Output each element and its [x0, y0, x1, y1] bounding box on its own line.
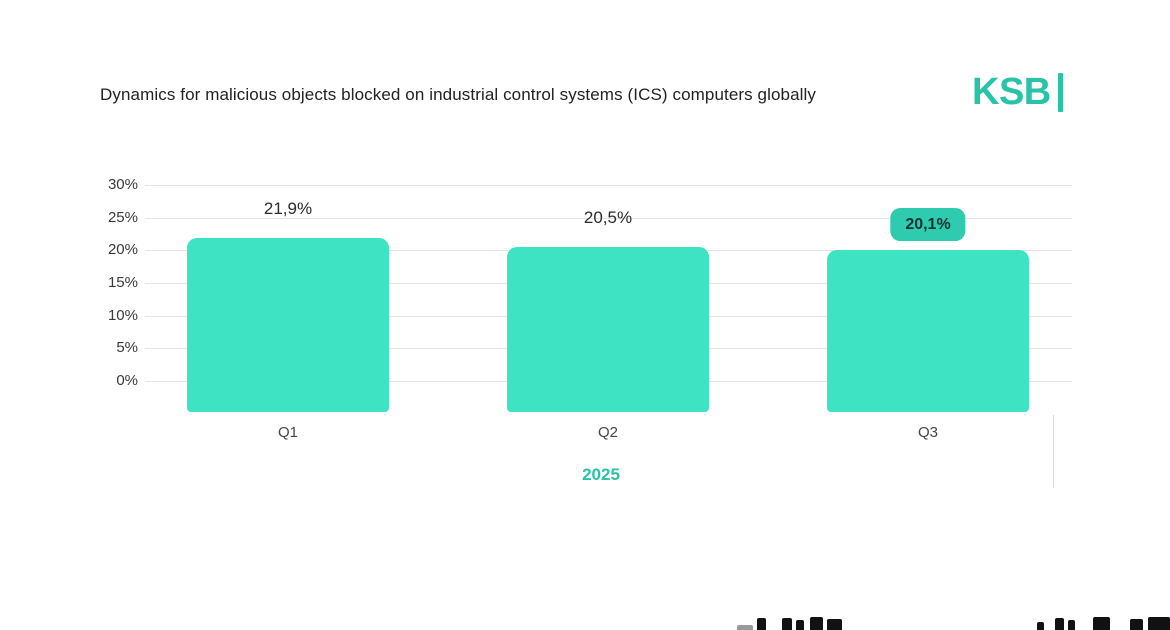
- gridline: [145, 185, 1072, 186]
- clipped-text-fragment: [1093, 617, 1110, 630]
- ksb-logo: KSB: [972, 70, 1063, 114]
- period-divider-line: [1053, 415, 1054, 488]
- y-axis-tick-label: 30%: [107, 176, 138, 193]
- bar-value-badge: 20,1%: [890, 208, 966, 241]
- bar-q3: [827, 250, 1029, 412]
- y-axis-tick-label: 15%: [107, 274, 138, 291]
- x-axis-label: Q3: [917, 424, 939, 441]
- year-label: 2025: [582, 465, 620, 484]
- clipped-text-fragment: [757, 618, 766, 630]
- bar-value-label: 20,5%: [583, 208, 633, 227]
- clipped-text-fragment: [1068, 620, 1075, 630]
- x-axis-label: Q1: [277, 424, 299, 441]
- clipped-text-fragment: [737, 625, 753, 630]
- clipped-text-fragment: [1130, 619, 1143, 630]
- clipped-text-fragment: [810, 617, 823, 630]
- ksb-logo-text: KSB: [972, 71, 1051, 113]
- y-axis-tick-label: 5%: [116, 339, 138, 356]
- bar-q1: [187, 238, 389, 412]
- ksb-logo-bar-icon: [1057, 72, 1063, 112]
- clipped-text-fragment: [827, 619, 842, 630]
- y-axis-tick-label: 0%: [116, 372, 138, 389]
- clipped-text-fragment: [782, 618, 792, 630]
- bar-value-label: 21,9%: [263, 199, 313, 218]
- clipped-text-fragment: [1037, 622, 1044, 630]
- clipped-text-fragment: [796, 620, 804, 630]
- x-axis-label: Q2: [597, 424, 619, 441]
- clipped-text-fragment: [1055, 618, 1064, 630]
- y-axis-tick-label: 25%: [107, 209, 138, 226]
- bar-q2: [507, 247, 709, 412]
- chart-title: Dynamics for malicious objects blocked o…: [100, 85, 817, 104]
- clipped-text-fragment: [1148, 617, 1170, 630]
- y-axis-tick-label: 20%: [107, 241, 138, 258]
- y-axis-tick-label: 10%: [107, 307, 138, 324]
- gridline: [145, 218, 1072, 219]
